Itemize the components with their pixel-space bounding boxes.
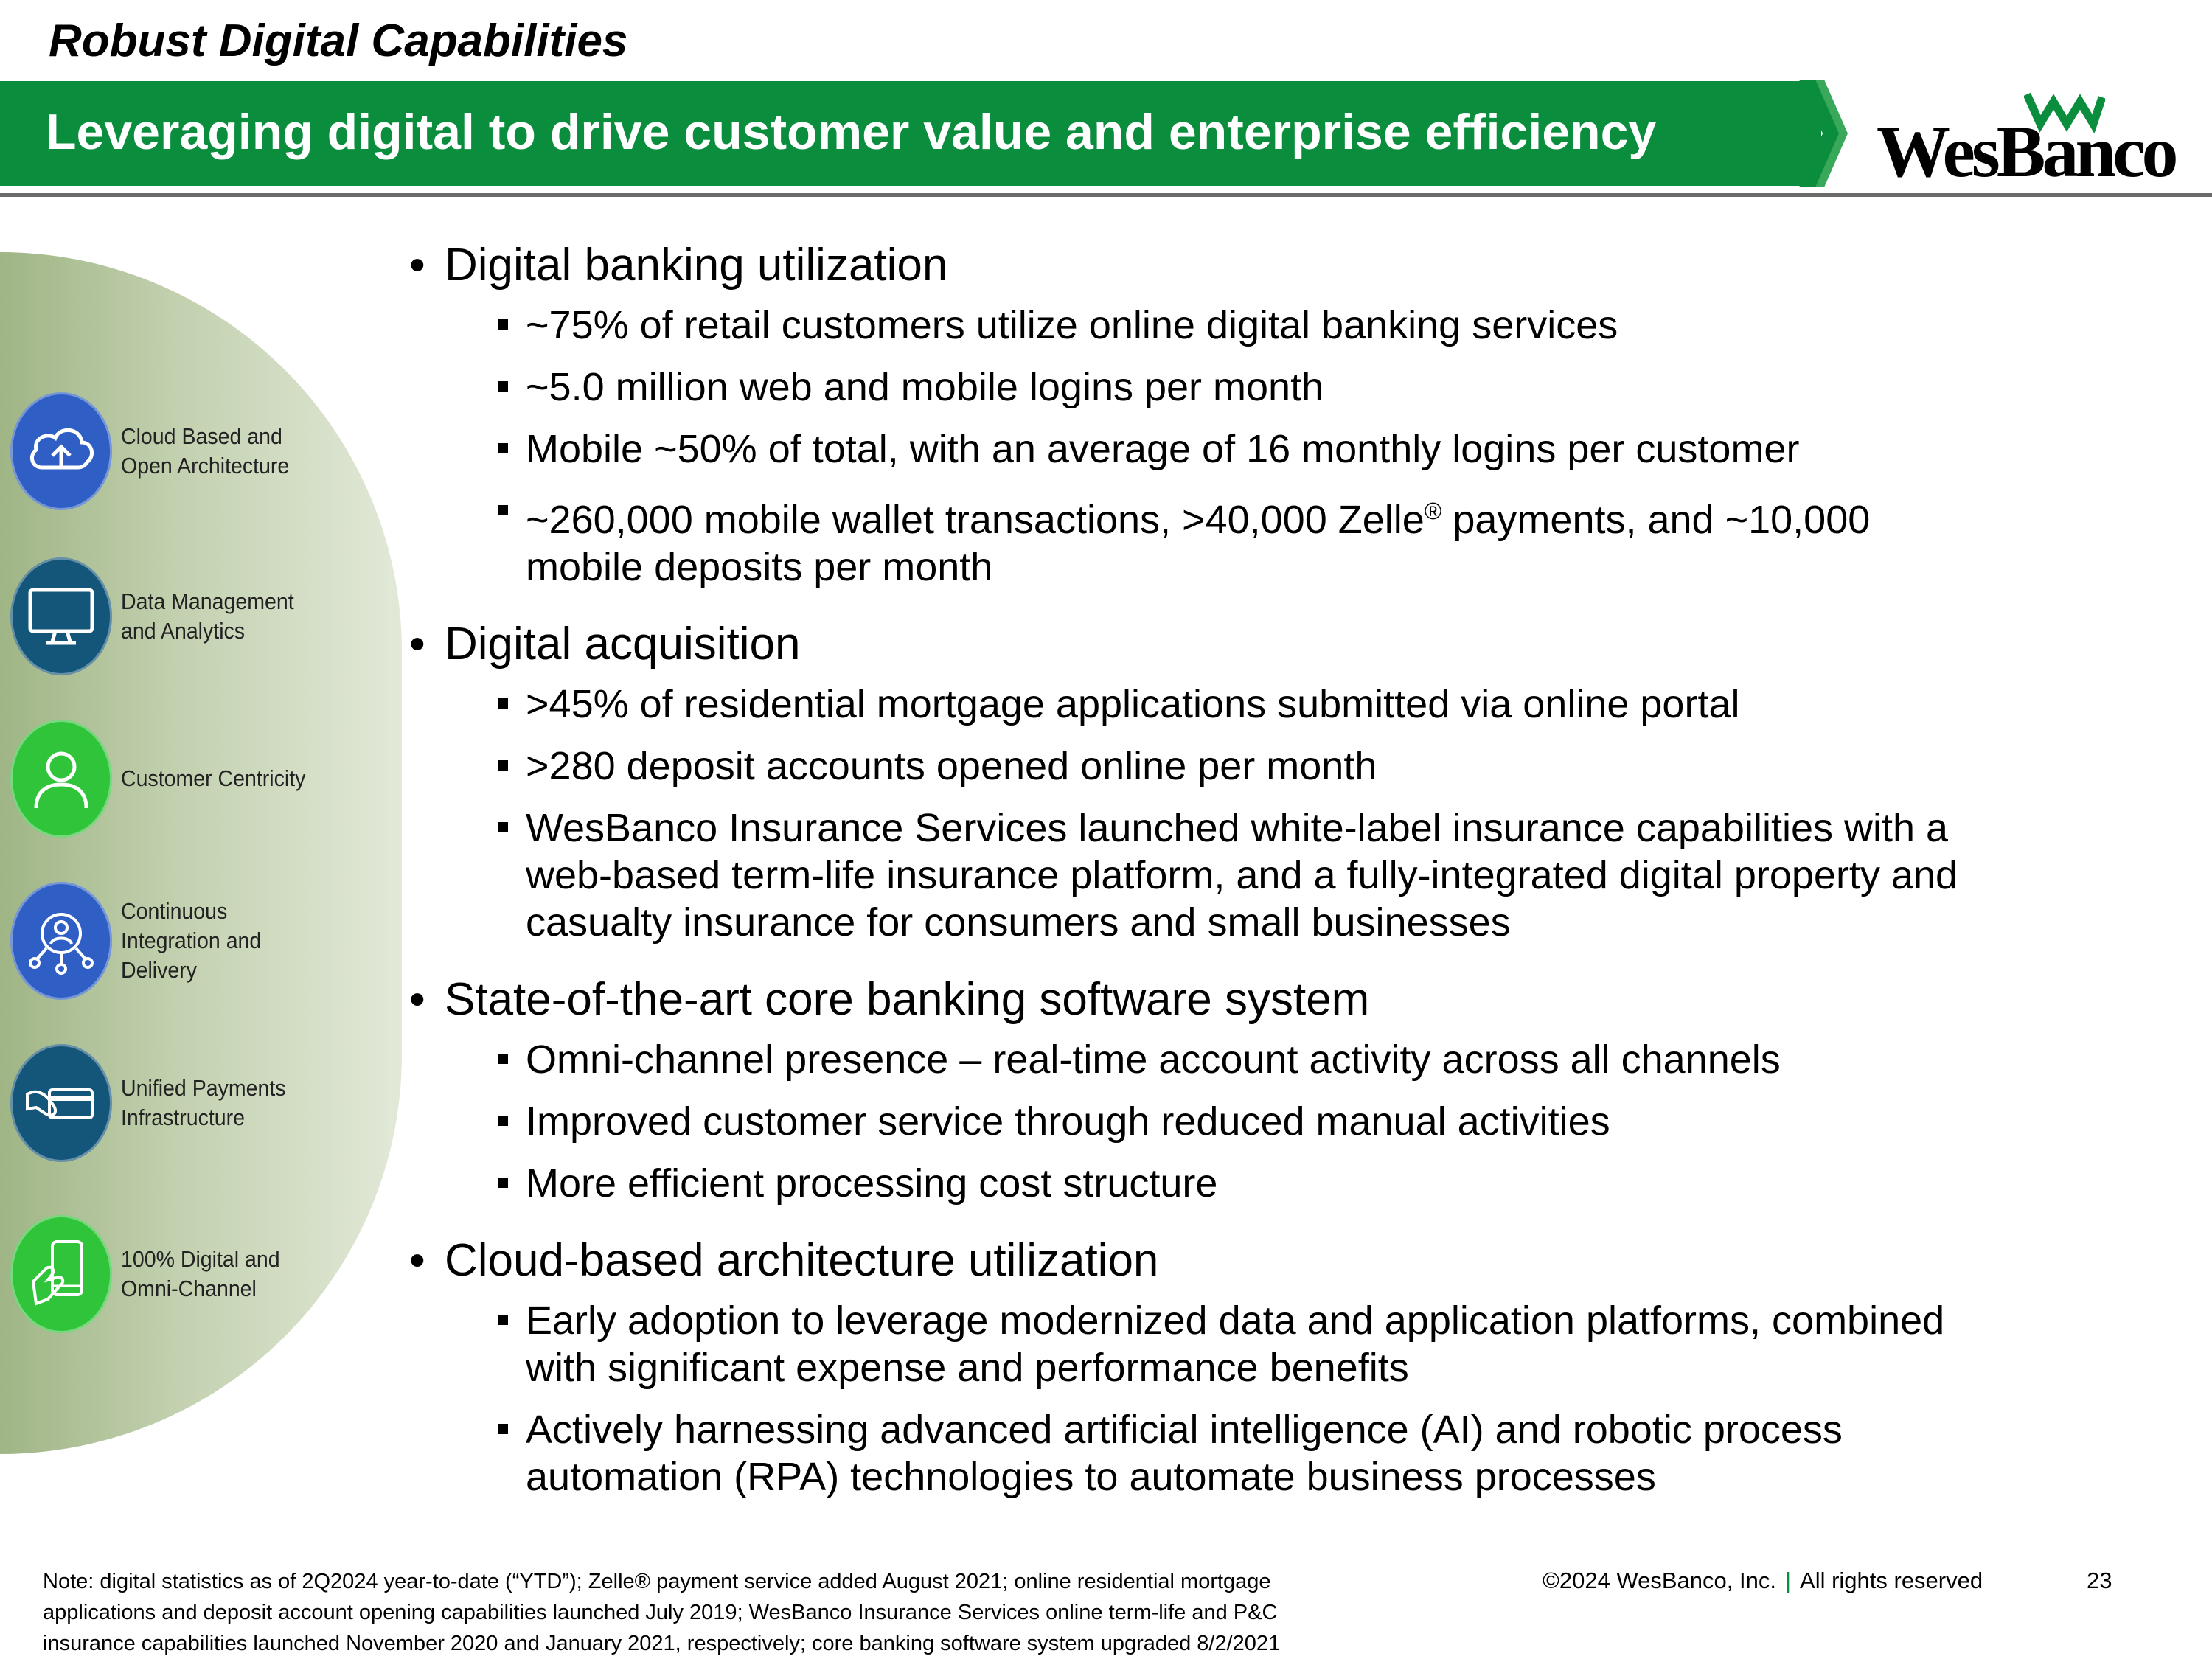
bullet-text: with significant expense and performance… (526, 1346, 1409, 1390)
slide-kicker: Robust Digital Capabilities (49, 15, 628, 66)
capability-label: 100% Digital and Omni-Channel (121, 1246, 280, 1301)
bullet-text: Early adoption to leverage modernized da… (526, 1298, 1945, 1343)
bullet-text: Actively harnessing advanced artificial … (526, 1408, 1843, 1452)
bullet-item: >45% of residential mortgage application… (409, 681, 2105, 728)
section-heading: State-of-the-art core banking software s… (409, 974, 2105, 1026)
bullet-content: Digital banking utilization ~75% of reta… (409, 240, 2105, 1500)
section-heading: Digital banking utilization (409, 240, 2105, 291)
rights-text: All rights reserved (1800, 1568, 1983, 1593)
bullet-item: Early adoption to leverage modernized da… (409, 1297, 2105, 1391)
title-banner (0, 81, 1821, 186)
header-divider (0, 193, 2212, 197)
card-payment-icon (10, 1044, 112, 1162)
bullet-text: WesBanco Insurance Services launched whi… (526, 806, 1949, 850)
bullet-item: Improved customer service through reduce… (409, 1098, 2105, 1145)
footnote-line: insurance capabilities launched November… (43, 1632, 1281, 1655)
banner-chevron-icon (1799, 80, 1848, 187)
bullet-item: >280 deposit accounts opened online per … (409, 742, 2105, 790)
section-heading: Cloud-based architecture utilization (409, 1235, 2105, 1287)
bullet-item: WesBanco Insurance Services launched whi… (409, 804, 2105, 946)
capability-payments: Unified Payments Infrastructure (10, 1044, 342, 1162)
bullet-item: Omni-channel presence – real-time accoun… (409, 1036, 2105, 1083)
monitor-icon (10, 557, 112, 675)
capability-label: Continuous Integration and Delivery (121, 898, 262, 983)
capability-customer: Customer Centricity (10, 720, 342, 838)
bullet-text: mobile deposits per month (526, 545, 993, 589)
capability-cloud: Cloud Based and Open Architecture (10, 392, 342, 510)
bullet-item: Actively harnessing advanced artificial … (409, 1406, 2105, 1500)
capability-omnichannel: 100% Digital and Omni-Channel (10, 1215, 342, 1333)
logo-w-mark-icon (2024, 92, 2105, 134)
bullet-text: payments, and ~10,000 (1441, 498, 1871, 542)
copyright: ©2024 WesBanco, Inc. | All rights reserved (1543, 1568, 1983, 1594)
logo-wordmark: WesBanco (1877, 111, 2178, 192)
section-heading: Digital acquisition (409, 619, 2105, 670)
bullet-item: ~5.0 million web and mobile logins per m… (409, 364, 2105, 411)
capability-label: Cloud Based and Open Architecture (121, 423, 290, 479)
bullet-item: ~75% of retail customers utilize online … (409, 302, 2105, 349)
bullet-text: web-based term-life insurance platform, … (526, 853, 1958, 897)
capability-data: Data Management and Analytics (10, 557, 342, 675)
capability-label: Customer Centricity (121, 765, 306, 791)
person-icon (10, 720, 112, 838)
footer-separator: | (1784, 1568, 1792, 1593)
footnote: Note: digital statistics as of 2Q2024 ye… (43, 1566, 1517, 1659)
capability-ci-cd: Continuous Integration and Delivery (10, 882, 342, 1000)
page-title: Leveraging digital to drive customer val… (46, 104, 1657, 160)
copyright-text: ©2024 WesBanco, Inc. (1543, 1568, 1776, 1593)
bullet-text: ~260,000 mobile wallet transactions, >40… (526, 498, 1425, 542)
bullet-item: ~260,000 mobile wallet transactions, >40… (409, 487, 2105, 591)
capability-label: Data Management and Analytics (121, 588, 294, 644)
page-number: 23 (2087, 1568, 2112, 1593)
bullet-text: casualty insurance for consumers and sma… (526, 900, 1511, 945)
bullet-item: Mobile ~50% of total, with an average of… (409, 425, 2105, 473)
wesbanco-logo: WesBanco (1877, 87, 2178, 192)
capability-label: Unified Payments Infrastructure (121, 1075, 286, 1130)
footnote-line: applications and deposit account opening… (43, 1601, 1278, 1624)
bullet-text: automation (RPA) technologies to automat… (526, 1455, 1656, 1499)
footnote-line: Note: digital statistics as of 2Q2024 ye… (43, 1570, 1271, 1593)
mobile-hand-icon (10, 1215, 112, 1333)
bullet-item: More efficient processing cost structure (409, 1160, 2105, 1207)
network-user-icon (10, 882, 112, 1000)
cloud-upload-icon (10, 392, 112, 510)
registered-mark: ® (1424, 498, 1442, 524)
